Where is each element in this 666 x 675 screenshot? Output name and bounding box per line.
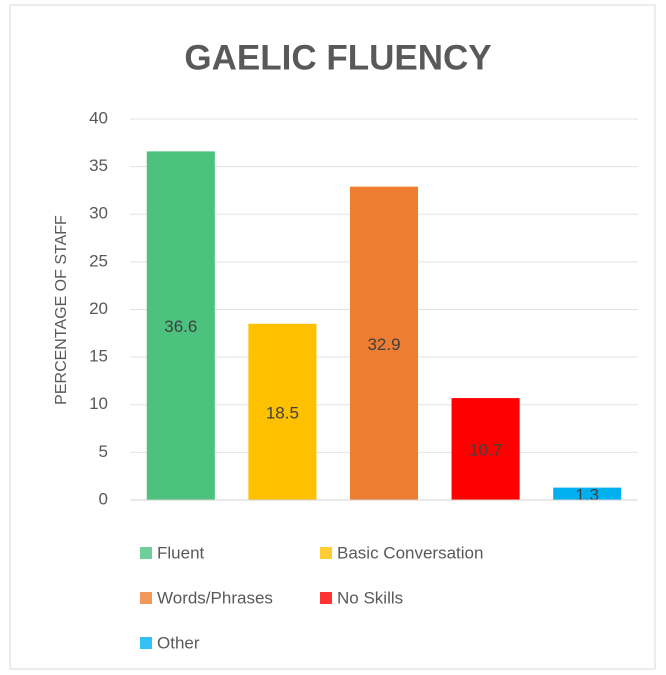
legend-swatch xyxy=(320,592,332,604)
y-tick-label: 35 xyxy=(89,156,108,175)
data-label: 36.6 xyxy=(164,317,197,336)
y-tick-label: 0 xyxy=(99,489,108,508)
bar xyxy=(146,151,215,500)
y-tick-label: 15 xyxy=(89,347,108,366)
legend-label: Words/Phrases xyxy=(157,588,273,607)
legend-swatch xyxy=(320,547,332,559)
legend-label: Basic Conversation xyxy=(337,543,483,562)
legend-label: Other xyxy=(157,633,200,652)
data-label: 1.3 xyxy=(575,485,599,504)
legend-swatch xyxy=(140,592,152,604)
bar xyxy=(553,487,622,500)
legend-swatch xyxy=(140,547,152,559)
y-tick-label: 40 xyxy=(89,108,108,127)
y-tick-label: 10 xyxy=(89,394,108,413)
bar xyxy=(451,398,520,500)
chart-frame xyxy=(9,4,656,670)
legend-swatch xyxy=(140,637,152,649)
y-tick-label: 20 xyxy=(89,299,108,318)
data-label: 10.7 xyxy=(469,441,502,460)
chart-title: GAELIC FLUENCY xyxy=(184,38,491,77)
data-label: 32.9 xyxy=(367,335,400,354)
y-tick-label: 25 xyxy=(89,251,108,270)
bar xyxy=(349,186,419,500)
bar xyxy=(248,323,317,500)
legend-label: Fluent xyxy=(157,543,205,562)
y-axis-label: PERCENTAGE OF STAFF xyxy=(53,215,70,405)
legend-label: No Skills xyxy=(337,588,403,607)
y-tick-label: 5 xyxy=(99,442,108,461)
y-tick-label: 30 xyxy=(89,204,108,223)
data-label: 18.5 xyxy=(266,403,299,422)
